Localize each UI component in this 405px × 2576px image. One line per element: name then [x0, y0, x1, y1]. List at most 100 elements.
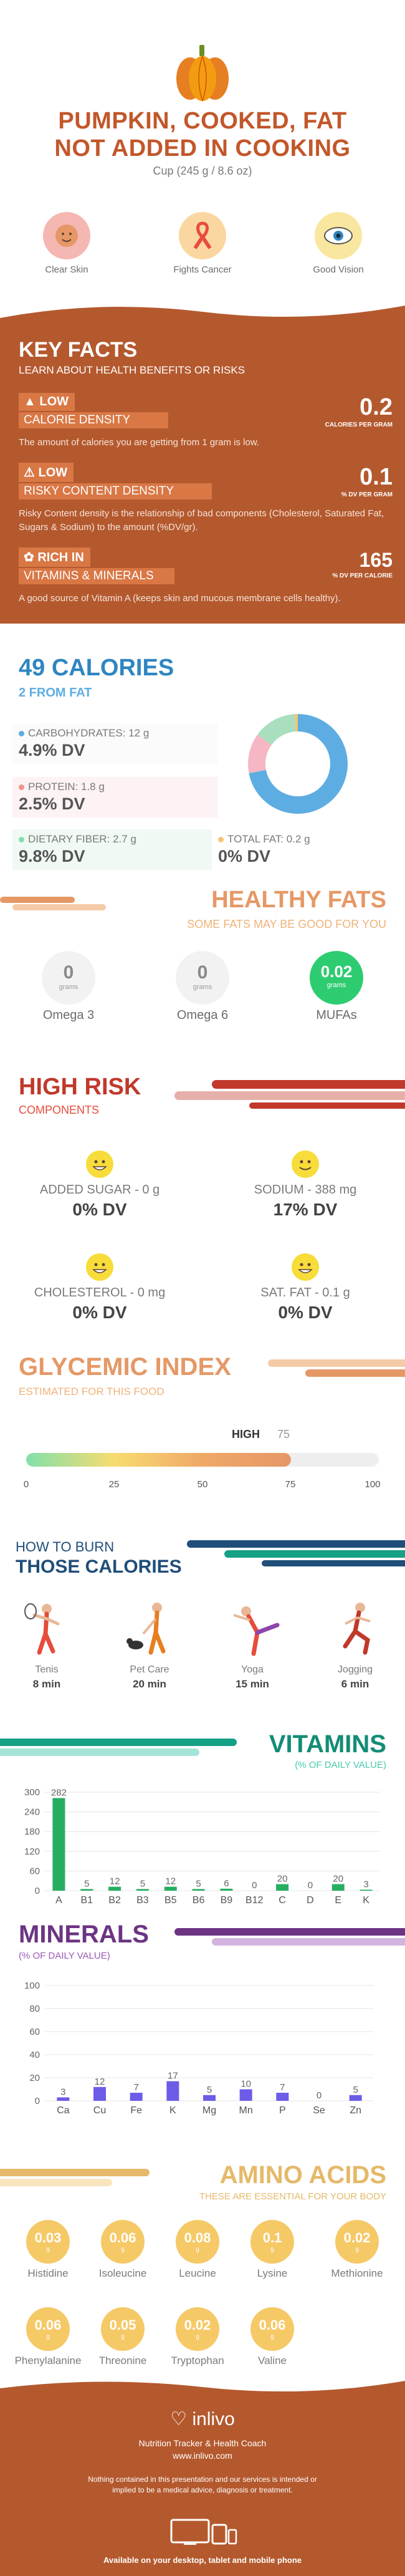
risk-dv: 17% DV	[273, 1200, 338, 1219]
bar-B6	[192, 1889, 205, 1891]
x-tick-label-Se: Se	[313, 2105, 325, 2116]
smiley-grin-icon	[86, 1151, 113, 1178]
amino-label: Histidine	[27, 2267, 69, 2279]
vitamins-subtitle: (% OF DAILY VALUE)	[295, 1760, 386, 1770]
healthy-fats-subtitle: SOME FATS MAY BE GOOD FOR YOU	[187, 918, 386, 930]
y-tick-label: 60	[29, 1866, 40, 1876]
amino-label: Isoleucine	[98, 2267, 147, 2279]
activity-jogging: Jogging 6 min	[318, 1596, 393, 1691]
amino-isoleucine: 0.06 g Isoleucine	[85, 2220, 160, 2280]
x-tick-label-B6: B6	[193, 1895, 205, 1906]
amino-subtitle: THESE ARE ESSENTIAL FOR YOUR BODY	[199, 2191, 386, 2202]
nutrient-dv: 2.5% DV	[19, 794, 85, 813]
amino-unit: g	[46, 2246, 50, 2253]
availability-text: Available on your desktop, tablet and mo…	[103, 2555, 302, 2565]
bar-K	[166, 2081, 179, 2101]
healthy-fats-title: HEALTHY FATS	[211, 887, 386, 913]
glycemic-tick: 100	[364, 1479, 381, 1490]
key-facts-title: KEY FACTS	[19, 338, 138, 362]
amino-value: 0.08	[184, 2230, 211, 2246]
fat-mufas: 0.02 grams MUFAs	[296, 951, 377, 1023]
dog-walking-icon	[126, 1603, 166, 1655]
yoga-icon	[233, 1606, 280, 1656]
fact-level: RICH IN	[37, 551, 84, 564]
fact-unit: CALORIES PER GRAM	[325, 422, 393, 428]
fact-name: VITAMINS & MINERALS	[19, 568, 174, 584]
risk-added-sugar: ADDED SUGAR - 0 g 0% DV	[19, 1151, 181, 1220]
amino-circle: 0.02 g	[335, 2220, 379, 2264]
amino-histidine: 0.03 g Histidine	[11, 2220, 85, 2280]
amino-threonine: 0.05 g Threonine	[85, 2307, 160, 2367]
benefit-label: Clear Skin	[45, 264, 88, 275]
bar-B2	[108, 1886, 122, 1891]
glycemic-tick: 0	[23, 1479, 29, 1490]
data-label-C: 20	[277, 1873, 288, 1884]
x-tick-label-B9: B9	[221, 1895, 233, 1906]
bar-B3	[136, 1889, 149, 1891]
carbs-dot	[19, 731, 24, 737]
bar-C	[276, 1884, 289, 1891]
vitamins-bar-chart: 0 60 120 180 240 300 282 A 5 B1 12 B2 5 B3 12 B5 5 B6 6 B9 0…	[24, 1787, 380, 1906]
minerals-title: MINERALS	[19, 1921, 149, 1948]
fact-name: CALORIE DENSITY	[19, 412, 168, 428]
smiley-grin-icon	[292, 1253, 319, 1281]
amino-unit: g	[196, 2333, 199, 2340]
fact-description: The amount of calories you are getting f…	[19, 437, 260, 448]
amino-unit: g	[121, 2246, 125, 2253]
fat-label: Omega 6	[176, 1008, 229, 1022]
amino-phenylalanine: 0.06 g Phenylalanine	[11, 2307, 85, 2367]
glycemic-tick: 75	[285, 1479, 296, 1490]
amino-label: Leucine	[179, 2267, 216, 2279]
y-tick-label: 0	[35, 2096, 40, 2106]
fat-unit: grams	[326, 982, 346, 989]
calories-donut-chart	[248, 714, 348, 814]
activity-time: 20 min	[133, 1678, 166, 1690]
eye-icon	[315, 212, 362, 259]
amino-value: 0.02	[184, 2317, 211, 2333]
footer: ♡ inlivo Nutrition Tracker & Health Coac…	[0, 2381, 405, 2576]
data-label-Fe: 7	[133, 2082, 138, 2093]
nutrient-fiber: DIETARY FIBER: 2.7 g 9.8% DV	[12, 829, 212, 870]
benefit-fights-cancer: Fights Cancer	[168, 212, 237, 276]
nutrient-carbs: CARBOHYDRATES: 12 g 4.9% DV	[12, 723, 218, 764]
key-facts-section: KEY FACTS LEARN ABOUT HEALTH BENEFITS OR…	[0, 306, 405, 624]
amino-value: 0.06	[259, 2317, 286, 2333]
fact-unit: % DV PER GRAM	[341, 491, 393, 498]
data-label-Se: 0	[317, 2090, 322, 2101]
data-label-B2: 12	[110, 1876, 120, 1887]
amino-circle: 0.02 g	[176, 2307, 219, 2351]
leaf-icon: ✿	[24, 551, 34, 564]
amino-unit: g	[196, 2246, 199, 2253]
activity-label: Yoga	[241, 1664, 264, 1675]
fact-level: LOW	[38, 466, 68, 480]
fact-level: LOW	[39, 395, 69, 408]
donut-slice-fat	[294, 714, 298, 732]
fat-omega-3: 0 grams Omega 3	[28, 951, 109, 1023]
fat-omega-6: 0 grams Omega 6	[162, 951, 243, 1023]
x-tick-label-B12: B12	[245, 1895, 264, 1906]
x-tick-label-B3: B3	[136, 1895, 149, 1906]
activity-time: 6 min	[341, 1678, 369, 1690]
brand-logo[interactable]: ♡ inlivo	[0, 2408, 405, 2430]
y-tick-label: 0	[35, 1886, 40, 1896]
fat-circle: 0.02 grams	[310, 951, 363, 1005]
amino-valine: 0.06 g Valine	[235, 2307, 310, 2367]
activity-label: Jogging	[337, 1664, 373, 1675]
brand-website-link[interactable]: www.inlivo.com	[173, 2451, 232, 2461]
brand-name: inlivo	[192, 2409, 235, 2429]
amino-label: Tryptophan	[171, 2355, 224, 2366]
face-icon	[43, 212, 90, 259]
section-wave	[0, 2381, 405, 2401]
glycemic-bar-fill	[26, 1453, 291, 1467]
amino-label: Phenylalanine	[14, 2355, 82, 2366]
section-stripes	[174, 1928, 405, 1946]
data-label-Mg: 5	[207, 2085, 212, 2095]
amino-value: 0.02	[343, 2230, 371, 2246]
x-tick-label-Mn: Mn	[239, 2105, 253, 2116]
nutrient-label: TOTAL FAT: 0.2 g	[227, 833, 310, 845]
section-stripes	[0, 897, 106, 910]
x-tick-label-B5: B5	[164, 1895, 177, 1906]
y-tick-label: 20	[29, 2073, 40, 2083]
smiley-icon	[292, 1151, 319, 1178]
amino-methionine: 0.02 g Methionine	[320, 2220, 394, 2280]
